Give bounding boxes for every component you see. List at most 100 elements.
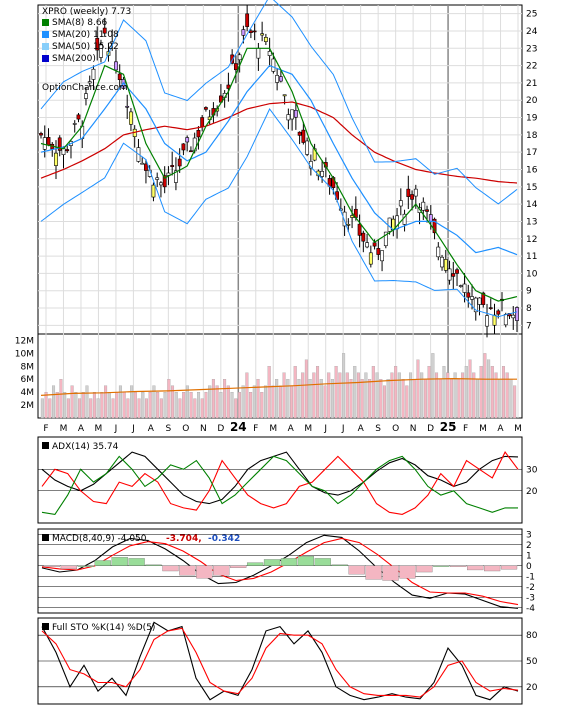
x-tick-label: J (131, 424, 135, 434)
volume-bar (461, 372, 465, 419)
candle-body (57, 137, 62, 151)
volume-bar (364, 372, 368, 419)
volume-bar (282, 372, 286, 419)
volume-bar (81, 392, 85, 419)
volume-bar (104, 385, 108, 419)
macd-histogram-bar (128, 558, 145, 566)
price-y-tick-label: 24 (526, 27, 538, 37)
volume-bar (297, 379, 301, 419)
x-tick-label: A (358, 424, 365, 434)
volume-bar (423, 379, 427, 419)
volume-bar (256, 379, 260, 419)
price-y-tick-label: 21 (526, 79, 537, 89)
volume-bar (252, 385, 256, 419)
candle-body (380, 250, 384, 262)
x-tick-label: M (95, 424, 103, 434)
volume-bar (312, 372, 316, 419)
x-tick-label: D (217, 424, 224, 434)
volume-bar (487, 359, 491, 419)
legend-label: SMA(200) (52, 54, 96, 64)
volume-bar (163, 392, 167, 419)
adx-y-tick-label: 30 (526, 465, 538, 475)
volume-bar (193, 398, 197, 419)
candle-body (61, 148, 66, 155)
candle-body (432, 218, 437, 234)
candle-body (144, 163, 148, 171)
volume-bar (360, 379, 364, 419)
candle-body (95, 37, 100, 51)
candle-body (346, 224, 351, 226)
candle-body (204, 107, 208, 110)
x-tick-label: F (253, 424, 258, 434)
macd-signal-line (41, 537, 519, 606)
volume-bar (241, 385, 245, 419)
x-tick-label: S (375, 424, 381, 434)
volume-bar (197, 392, 201, 419)
volume-bar (122, 392, 126, 419)
x-tick-label: O (392, 424, 399, 434)
macd-histogram-bar (314, 558, 331, 566)
candle-body (177, 158, 182, 167)
candle-body (185, 137, 190, 143)
volume-bar (327, 372, 331, 419)
macd-histogram-bar (467, 565, 484, 571)
candle-body (263, 37, 268, 42)
panel-frame-macd (37, 528, 523, 614)
candle-body (91, 68, 96, 80)
macd-histogram-bar (111, 557, 128, 566)
candle-body (256, 47, 261, 59)
legend-label: SMA(50) 15.22 (52, 42, 119, 52)
volume-bar (338, 372, 342, 419)
sto-title: Full STO %K(14) %D(5) (52, 623, 155, 633)
volume-bar (267, 366, 271, 419)
volume-bar (133, 392, 137, 419)
volume-bar (345, 372, 349, 419)
macd-histogram-bar (331, 564, 348, 566)
volume-bar (368, 379, 372, 419)
candle-body (451, 273, 456, 277)
candle-body (170, 165, 175, 167)
adx-title: ADX(14) 35.74 (52, 442, 119, 452)
price-y-tick-label: 13 (526, 217, 537, 227)
candle-body (233, 63, 238, 71)
candle-body (406, 188, 411, 197)
x-tick-label: S (166, 424, 172, 434)
volume-bar (96, 398, 100, 419)
candle-body (241, 29, 246, 36)
volume-bar (379, 379, 383, 419)
volume-bar (409, 372, 413, 419)
price-y-tick-label: 18 (526, 131, 538, 141)
candle-body (278, 76, 283, 82)
price-y-tick-label: 22 (526, 62, 537, 72)
volume-bar (226, 385, 230, 419)
volume-bar (174, 392, 178, 419)
candle-body (87, 81, 92, 84)
candle-body (436, 246, 441, 258)
watermark-label: OptionChance.com (42, 83, 128, 93)
volume-bar (74, 392, 78, 419)
volume-bar (100, 392, 104, 419)
volume-bar (449, 379, 453, 419)
volume-bar (144, 398, 148, 419)
volume-bar (271, 385, 275, 419)
volume-bar (356, 372, 360, 419)
macd-histogram-bar (213, 565, 230, 576)
volume-bar (412, 379, 416, 419)
volume-bar (92, 392, 96, 419)
volume-bar (40, 398, 44, 419)
volume-bar (494, 372, 498, 419)
volume-bar (330, 379, 334, 419)
price-y-tick-label: 23 (526, 44, 537, 54)
volume-bar (48, 398, 52, 419)
legend-swatch (42, 43, 49, 50)
volume-bar (245, 372, 249, 419)
volume-y-tick-label: 4M (21, 388, 35, 398)
x-tick-label: M (479, 424, 487, 434)
volume-bar (141, 392, 145, 419)
volume-y-tick-label: 12M (15, 336, 34, 346)
volume-bar (472, 372, 476, 419)
candle-body (488, 307, 493, 309)
candle-body (425, 209, 429, 212)
